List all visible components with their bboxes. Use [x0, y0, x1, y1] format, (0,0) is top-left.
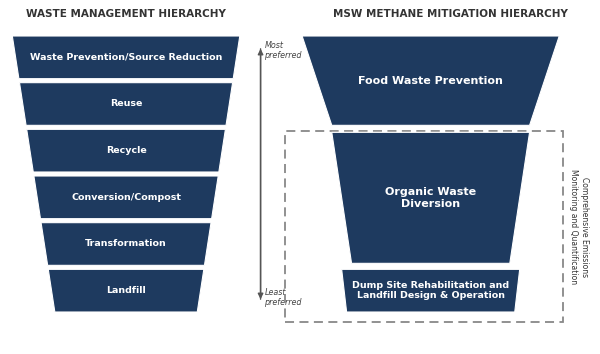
- Polygon shape: [13, 36, 240, 79]
- Polygon shape: [302, 36, 559, 125]
- Text: Recycle: Recycle: [106, 146, 146, 155]
- Text: WASTE MANAGEMENT HIERARCHY: WASTE MANAGEMENT HIERARCHY: [26, 9, 226, 19]
- Bar: [285, 131, 563, 322]
- Text: Comprehensive Emissions
Monitoring and Quantification: Comprehensive Emissions Monitoring and Q…: [569, 169, 589, 284]
- Text: Waste Prevention/Source Reduction: Waste Prevention/Source Reduction: [30, 53, 222, 62]
- Text: MSW METHANE MITIGATION HIERARCHY: MSW METHANE MITIGATION HIERARCHY: [333, 9, 568, 19]
- Polygon shape: [341, 269, 520, 312]
- Text: Reuse: Reuse: [110, 99, 142, 108]
- Text: Dump Site Rehabilitation and
Landfill Design & Operation: Dump Site Rehabilitation and Landfill De…: [352, 281, 509, 300]
- Text: Organic Waste
Diversion: Organic Waste Diversion: [385, 187, 476, 209]
- Text: Most
preferred: Most preferred: [265, 41, 302, 61]
- Text: Transformation: Transformation: [85, 240, 167, 249]
- Polygon shape: [41, 223, 211, 266]
- Polygon shape: [20, 83, 233, 125]
- Text: Least
preferred: Least preferred: [265, 287, 302, 307]
- Polygon shape: [332, 132, 530, 263]
- Polygon shape: [34, 176, 218, 219]
- Text: Landfill: Landfill: [106, 286, 146, 295]
- Polygon shape: [48, 269, 204, 312]
- Text: Food Waste Prevention: Food Waste Prevention: [358, 76, 503, 86]
- Text: Conversion/Compost: Conversion/Compost: [71, 193, 181, 202]
- Polygon shape: [26, 129, 226, 172]
